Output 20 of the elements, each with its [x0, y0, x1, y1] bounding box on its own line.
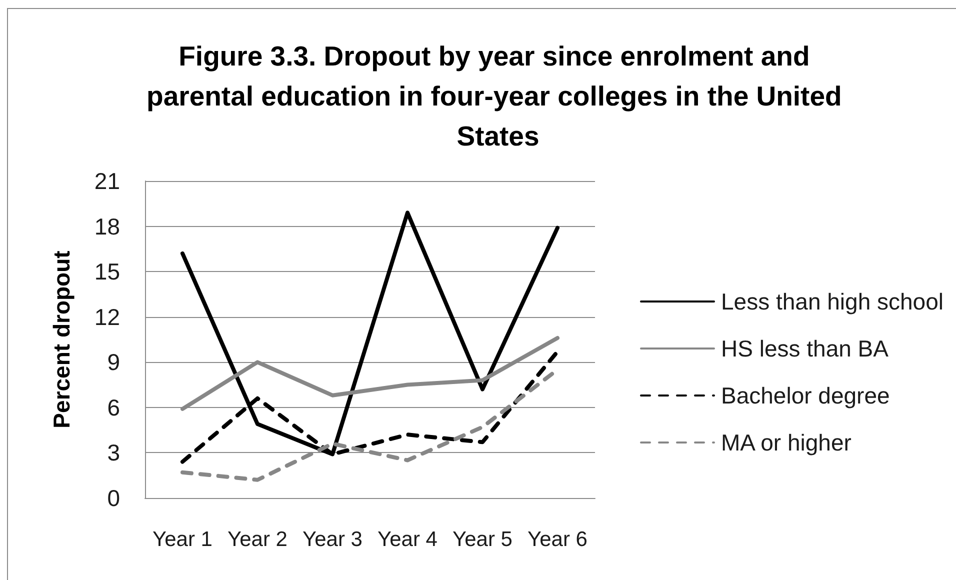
- y-tick-label: 9: [107, 349, 120, 376]
- x-tick-label: Year 3: [302, 528, 362, 551]
- legend-label: HS less than BA: [721, 336, 890, 362]
- y-tick-label: 18: [94, 213, 120, 240]
- y-tick-label: 0: [107, 485, 120, 511]
- x-tick-label: Year 4: [378, 528, 438, 551]
- y-axis-title: Percent dropout: [48, 250, 74, 428]
- legend-label: Bachelor degree: [721, 382, 890, 408]
- y-tick-label: 3: [107, 440, 120, 466]
- legend-label: Less than high school: [721, 288, 944, 314]
- y-tick-label: 21: [94, 168, 120, 194]
- x-tick-label: Year 1: [152, 528, 212, 551]
- chart-title: Figure 3.3. Dropout by year since enrolment and parental education in four-year colleges in the United States: [146, 40, 850, 152]
- y-tick-label: 6: [107, 394, 120, 420]
- y-tick-label: 12: [94, 304, 120, 330]
- x-tick-label: Year 6: [528, 528, 588, 551]
- x-tick-label: Year 2: [228, 528, 288, 551]
- y-tick-label: 15: [94, 258, 120, 285]
- x-tick-label: Year 5: [452, 528, 512, 551]
- legend-label: MA or higher: [721, 430, 852, 456]
